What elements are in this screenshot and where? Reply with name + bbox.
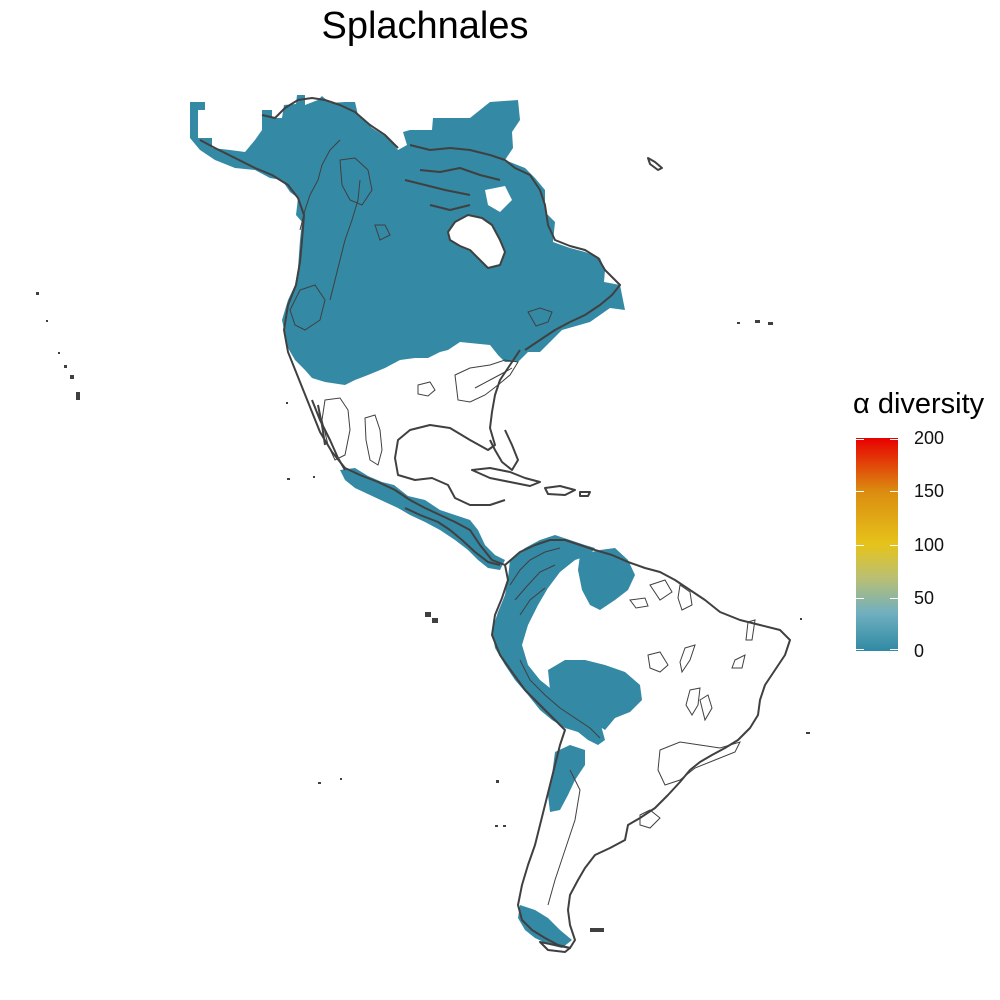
central-america-range	[340, 468, 505, 570]
puerto-rico-coast	[579, 491, 591, 497]
galapagos	[425, 612, 431, 617]
andes-range	[492, 535, 605, 745]
legend-tick-label: 0	[914, 641, 925, 661]
occupied-range-south-america	[492, 535, 642, 948]
central-america-coast	[404, 507, 501, 566]
cuba-coast	[471, 467, 541, 487]
hawaii-islands	[36, 292, 39, 295]
legend-tick-label: 200	[914, 428, 945, 448]
legend-tick-label: 150	[914, 481, 945, 502]
tierra-del-fuego-coast	[539, 941, 571, 953]
greenland-fragment	[647, 157, 663, 171]
patagonia-range	[518, 905, 572, 948]
legend-tick-mark	[856, 491, 864, 493]
continent-outlines	[199, 97, 791, 953]
occupied-range-north-america	[190, 95, 625, 385]
argentina-range	[548, 745, 585, 812]
legend-tick-mark	[890, 597, 898, 599]
islands	[36, 292, 810, 932]
legend-tick-label: 100	[914, 534, 945, 555]
hudson-bay-gap	[448, 215, 505, 268]
bolivia-range	[548, 660, 642, 730]
south-america-coast	[491, 539, 791, 949]
hispaniola-coast	[544, 485, 576, 496]
legend-tick-mark	[856, 439, 864, 440]
east-canada-coast	[504, 159, 621, 351]
north-america-coast	[199, 139, 521, 566]
map-title: Splachnales	[321, 5, 529, 47]
atlantic-islands	[737, 322, 740, 324]
alaska-coast	[261, 97, 399, 149]
occupied-range-central-america	[340, 468, 505, 570]
north-america-range	[190, 95, 625, 385]
ecoregion-outlines	[289, 139, 756, 906]
hudson-bay-coast	[447, 214, 506, 269]
baffin-gap	[485, 186, 512, 212]
legend-tick-mark	[890, 544, 898, 546]
baja-california-coast	[311, 399, 346, 471]
legend-title: α diversity	[853, 388, 985, 420]
gulf-florida-coast	[489, 429, 519, 471]
guiana-highlands-range	[578, 548, 635, 610]
arctic-islands	[404, 144, 506, 211]
legend-tick-mark	[890, 649, 898, 650]
legend-tick-mark	[856, 597, 864, 599]
legend-tick-mark	[856, 649, 864, 650]
legend-tick-mark	[890, 439, 898, 440]
legend-tick-mark	[890, 491, 898, 493]
legend-tick-mark	[856, 544, 864, 546]
legend-tick-label: 50	[914, 587, 935, 608]
